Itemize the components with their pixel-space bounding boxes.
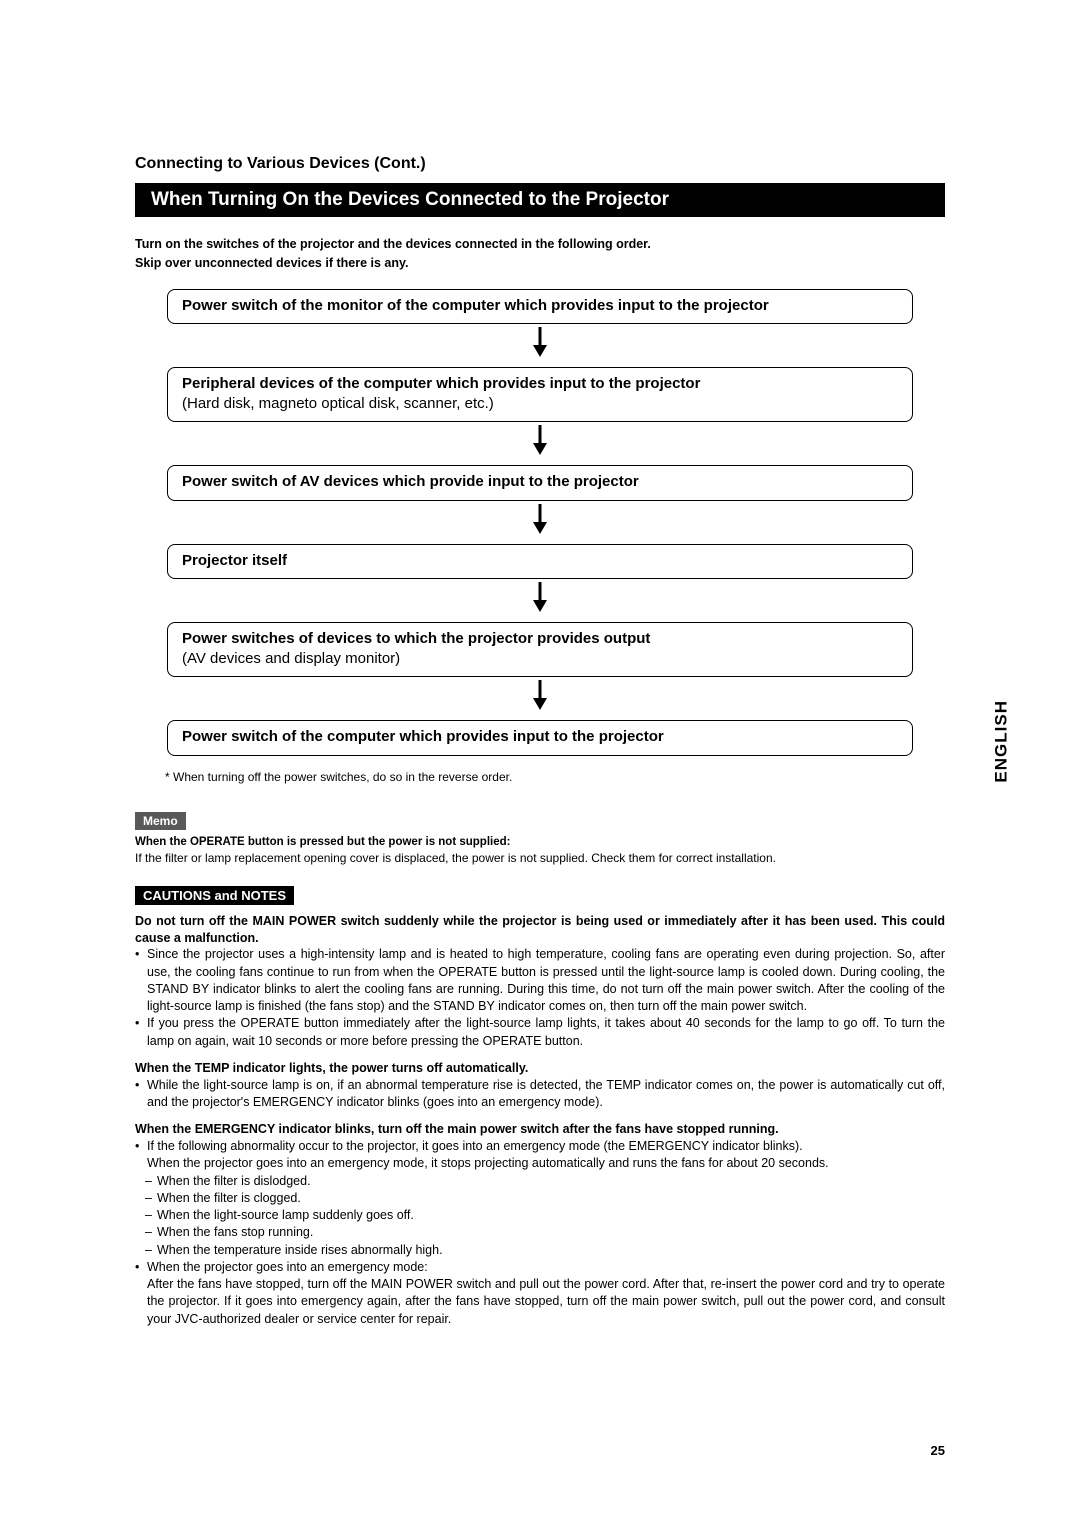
list-item: If the following abnormality occur to th… bbox=[135, 1138, 945, 1155]
list-item: When the filter is dislodged. bbox=[135, 1173, 945, 1190]
section-header: When Turning On the Devices Connected to… bbox=[135, 183, 945, 217]
list-item-text: When the projector goes into an emergenc… bbox=[147, 1260, 428, 1274]
power-on-flow: Power switch of the monitor of the compu… bbox=[135, 289, 945, 756]
language-tab: ENGLISH bbox=[992, 700, 1012, 783]
flow-step-title: Power switch of the monitor of the compu… bbox=[182, 296, 898, 316]
caution-block3-list: If the following abnormality occur to th… bbox=[135, 1138, 945, 1155]
caution-block1-bold: Do not turn off the MAIN POWER switch su… bbox=[135, 913, 945, 947]
list-item: When the temperature inside rises abnorm… bbox=[135, 1242, 945, 1259]
memo-label: Memo bbox=[135, 812, 186, 830]
flow-step-title: Power switch of AV devices which provide… bbox=[182, 472, 898, 492]
caution-block3-subtext: When the projector goes into an emergenc… bbox=[135, 1155, 945, 1172]
flow-step-title: Peripheral devices of the computer which… bbox=[182, 374, 898, 394]
caution-block3-list2: When the projector goes into an emergenc… bbox=[135, 1259, 945, 1276]
footnote: * When turning off the power switches, d… bbox=[135, 770, 945, 784]
memo-body: If the filter or lamp replacement openin… bbox=[135, 850, 945, 866]
flow-step-4: Projector itself bbox=[167, 544, 913, 579]
list-item-text: If the following abnormality occur to th… bbox=[147, 1139, 803, 1153]
manual-page: Connecting to Various Devices (Cont.) Wh… bbox=[0, 0, 1080, 1388]
caution-block3-dashlist: When the filter is dislodged. When the f… bbox=[135, 1173, 945, 1259]
flow-step-title: Projector itself bbox=[182, 551, 898, 571]
arrow-down-icon bbox=[167, 677, 913, 720]
flow-step-2: Peripheral devices of the computer which… bbox=[167, 367, 913, 423]
memo-heading: When the OPERATE button is pressed but t… bbox=[135, 836, 945, 848]
caution-block3-bold: When the EMERGENCY indicator blinks, tur… bbox=[135, 1121, 945, 1138]
caution-block3-subtext2: After the fans have stopped, turn off th… bbox=[135, 1276, 945, 1328]
flow-step-subtitle: (Hard disk, magneto optical disk, scanne… bbox=[182, 394, 898, 414]
caution-block2-list: While the light-source lamp is on, if an… bbox=[135, 1077, 945, 1112]
list-item: Since the projector uses a high-intensit… bbox=[135, 946, 945, 1015]
section-subtitle: Connecting to Various Devices (Cont.) bbox=[135, 155, 945, 173]
arrow-down-icon bbox=[167, 324, 913, 367]
list-item: When the projector goes into an emergenc… bbox=[135, 1259, 945, 1276]
flow-step-subtitle: (AV devices and display monitor) bbox=[182, 649, 898, 669]
flow-step-3: Power switch of AV devices which provide… bbox=[167, 465, 913, 500]
arrow-down-icon bbox=[167, 422, 913, 465]
list-item: When the fans stop running. bbox=[135, 1224, 945, 1241]
caution-block1-list: Since the projector uses a high-intensit… bbox=[135, 946, 945, 1050]
list-item: When the light-source lamp suddenly goes… bbox=[135, 1207, 945, 1224]
arrow-down-icon bbox=[167, 579, 913, 622]
page-number: 25 bbox=[931, 1443, 945, 1458]
flow-step-title: Power switch of the computer which provi… bbox=[182, 727, 898, 747]
flow-step-1: Power switch of the monitor of the compu… bbox=[167, 289, 913, 324]
list-item: While the light-source lamp is on, if an… bbox=[135, 1077, 945, 1112]
flow-step-title: Power switches of devices to which the p… bbox=[182, 629, 898, 649]
intro-line-2: Skip over unconnected devices if there i… bbox=[135, 254, 945, 273]
arrow-down-icon bbox=[167, 501, 913, 544]
flow-step-5: Power switches of devices to which the p… bbox=[167, 622, 913, 678]
caution-block2-bold: When the TEMP indicator lights, the powe… bbox=[135, 1060, 945, 1077]
cautions-label: CAUTIONS and NOTES bbox=[135, 886, 294, 905]
list-item: If you press the OPERATE button immediat… bbox=[135, 1015, 945, 1050]
intro-line-1: Turn on the switches of the projector an… bbox=[135, 235, 945, 254]
flow-step-6: Power switch of the computer which provi… bbox=[167, 720, 913, 755]
list-item: When the filter is clogged. bbox=[135, 1190, 945, 1207]
